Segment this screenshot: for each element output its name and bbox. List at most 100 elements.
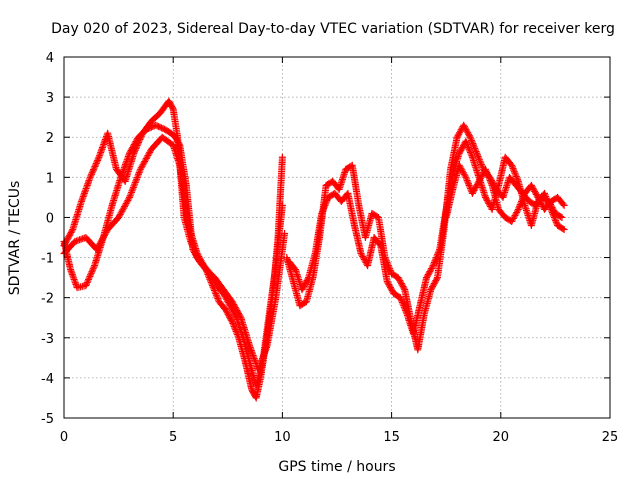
data-point — [83, 280, 91, 288]
data-point — [376, 240, 384, 248]
data-point — [510, 168, 518, 176]
data-point — [119, 206, 127, 214]
data-point — [133, 142, 141, 150]
data-point — [516, 201, 524, 209]
data-point — [298, 286, 306, 294]
data-point — [86, 173, 94, 181]
data-point — [138, 162, 146, 170]
data-point — [128, 187, 136, 195]
data-point — [465, 145, 473, 153]
data-point — [462, 126, 470, 134]
data-point — [359, 254, 367, 262]
data-point — [95, 241, 103, 249]
data-point — [530, 186, 538, 194]
data-point — [301, 280, 309, 288]
data-point — [118, 207, 126, 215]
data-point — [123, 198, 131, 206]
data-point — [100, 232, 108, 240]
data-point — [460, 170, 468, 178]
data-point — [547, 205, 555, 213]
y-tick-label: 3 — [46, 91, 54, 106]
data-point — [516, 202, 524, 210]
data-point — [88, 268, 96, 276]
data-point — [318, 209, 326, 217]
data-point — [320, 203, 328, 211]
data-point — [85, 275, 93, 283]
data-point — [428, 284, 436, 292]
data-point — [425, 269, 433, 277]
data-point — [537, 199, 545, 207]
data-point — [470, 141, 477, 149]
data-point — [542, 193, 550, 201]
data-point — [102, 229, 110, 237]
data-point — [513, 208, 521, 216]
data-point — [471, 144, 479, 152]
y-tick-label: -2 — [41, 292, 54, 307]
data-point — [424, 271, 432, 279]
data-point — [549, 210, 557, 218]
data-point — [465, 130, 473, 138]
data-point — [222, 307, 230, 315]
data-point — [211, 288, 219, 296]
series-SDTVAR-4 — [283, 121, 566, 354]
data-point — [131, 179, 139, 187]
series-SDTVAR-3 — [60, 133, 289, 374]
data-point — [85, 274, 93, 282]
data-point — [387, 284, 395, 292]
data-point — [94, 242, 102, 250]
data-point — [225, 312, 233, 320]
data-point — [126, 193, 134, 201]
data-point — [473, 151, 481, 159]
data-point — [120, 203, 128, 211]
data-point — [478, 162, 486, 170]
data-point — [430, 280, 438, 288]
data-point — [558, 213, 566, 221]
data-point — [482, 193, 490, 201]
data-point — [133, 175, 141, 183]
data-point — [463, 140, 471, 148]
data-point — [508, 161, 516, 169]
data-point — [559, 225, 567, 233]
data-point — [469, 140, 477, 148]
x-tick-label: 25 — [602, 430, 619, 445]
y-tick-label: -4 — [41, 372, 54, 387]
data-point — [89, 265, 97, 273]
data-point — [117, 209, 125, 217]
data-point — [548, 209, 556, 217]
data-point — [126, 192, 134, 200]
data-point — [483, 169, 491, 177]
data-point — [508, 163, 516, 171]
data-point — [484, 172, 492, 180]
data-point — [466, 147, 474, 155]
data-point — [229, 319, 237, 327]
data-point — [466, 183, 474, 191]
data-point — [463, 175, 471, 183]
data-point — [383, 278, 391, 286]
data-point — [461, 172, 469, 180]
data-point — [87, 271, 95, 279]
data-point — [485, 175, 493, 183]
data-point — [87, 269, 95, 277]
data-point — [278, 153, 286, 161]
data-point — [468, 189, 476, 197]
data-point — [399, 300, 407, 308]
data-point — [303, 277, 311, 285]
data-point — [402, 308, 410, 316]
data-point — [322, 200, 330, 208]
data-point — [518, 196, 526, 204]
data-point — [527, 181, 535, 189]
data-point — [482, 167, 490, 175]
data-point — [142, 155, 150, 163]
data-point — [457, 164, 465, 172]
data-point — [134, 172, 142, 180]
data-point — [473, 149, 481, 157]
data-point — [471, 185, 479, 193]
y-tick-label: 1 — [46, 171, 54, 186]
data-point — [278, 201, 286, 209]
data-point — [510, 213, 518, 221]
data-point — [435, 247, 443, 255]
data-point — [550, 212, 558, 220]
data-point — [550, 213, 558, 221]
data-point — [92, 161, 100, 169]
data-point — [122, 200, 130, 208]
